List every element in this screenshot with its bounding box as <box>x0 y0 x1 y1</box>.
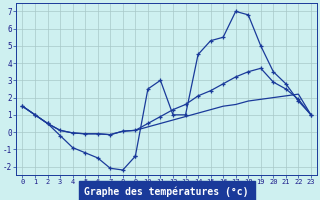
X-axis label: Graphe des températures (°c): Graphe des températures (°c) <box>84 187 249 197</box>
